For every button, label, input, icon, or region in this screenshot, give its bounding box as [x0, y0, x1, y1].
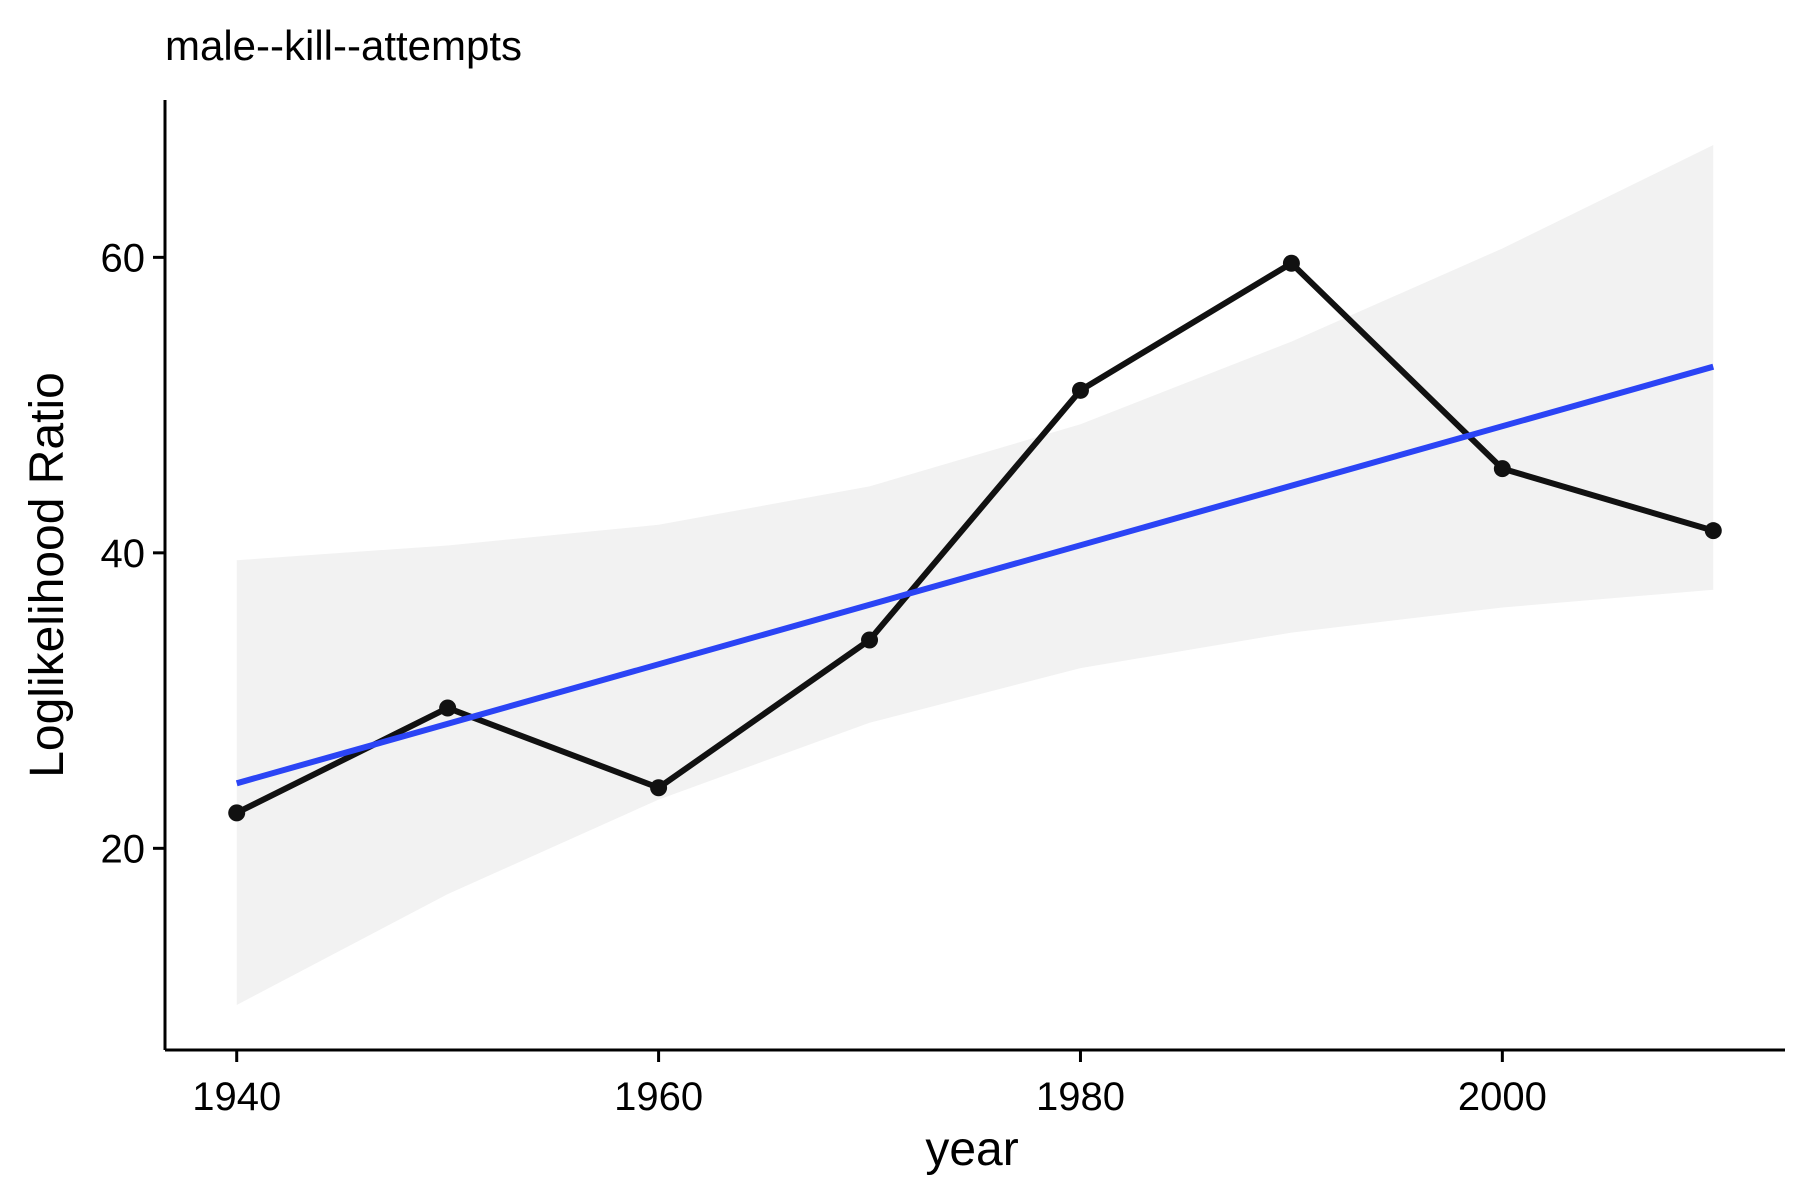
data-point: [1704, 522, 1722, 540]
y-axis-ticks: 20 40 60: [101, 236, 165, 871]
series-layer: [228, 254, 1722, 822]
data-point: [1282, 254, 1300, 272]
x-axis-label: year: [925, 1123, 1018, 1176]
data-point: [439, 699, 457, 717]
data-point: [1493, 460, 1511, 478]
data-point: [650, 779, 668, 797]
data-point: [228, 804, 246, 822]
chart-title: male--kill--attempts: [165, 22, 522, 69]
y-tick-label: 60: [101, 236, 146, 280]
data-point: [1071, 381, 1089, 399]
x-tick-label: 1960: [614, 1075, 703, 1119]
x-axis-ticks: 1940 1960 1980 2000: [192, 1050, 1547, 1119]
y-axis-label: Loglikelihood Ratio: [21, 372, 74, 778]
x-tick-label: 2000: [1458, 1075, 1547, 1119]
x-tick-label: 1940: [192, 1075, 281, 1119]
y-tick-label: 40: [101, 532, 146, 576]
data-point: [861, 631, 879, 649]
trend-line: [235, 363, 1715, 787]
y-tick-label: 20: [101, 827, 146, 871]
x-tick-label: 1980: [1036, 1075, 1125, 1119]
